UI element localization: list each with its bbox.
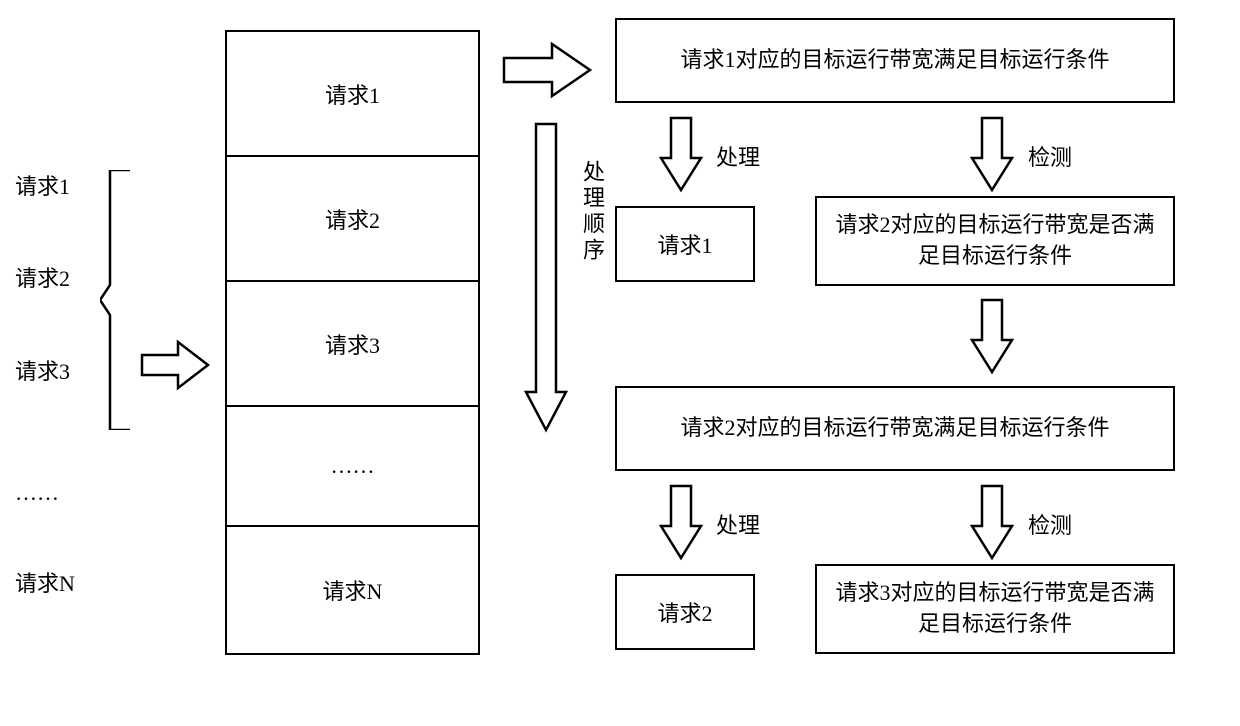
process-1-box: 请求1 — [615, 206, 755, 282]
arrow-into-queue-icon — [138, 338, 214, 392]
detect-2-box-text: 请求3对应的目标运行带宽是否满足目标运行条件 — [827, 578, 1163, 640]
flow-box-2: 请求2对应的目标运行带宽满足目标运行条件 — [615, 386, 1175, 471]
detect-1-box: 请求2对应的目标运行带宽是否满足目标运行条件 — [815, 196, 1175, 286]
left-label-r2: 请求2 — [15, 261, 70, 293]
detect-1-box-text: 请求2对应的目标运行带宽是否满足目标运行条件 — [827, 210, 1163, 272]
detect-2-label: 检测 — [1028, 508, 1072, 540]
arrow-order-icon — [522, 120, 570, 435]
left-label-r3: 请求3 — [15, 354, 70, 386]
queue-cell-1: 请求1 — [225, 30, 480, 155]
queue-cell-5: 请求N — [225, 525, 480, 655]
bracket-icon — [100, 170, 140, 430]
queue-cell-1-label: 请求1 — [325, 78, 380, 110]
left-label-rn: 请求N — [15, 566, 75, 598]
queue-cell-4: …… — [225, 405, 480, 525]
queue-cell-3-label: 请求3 — [325, 328, 380, 360]
flow-box-2-text: 请求2对应的目标运行带宽满足目标运行条件 — [680, 413, 1109, 444]
flow-box-1-text: 请求1对应的目标运行带宽满足目标运行条件 — [680, 45, 1109, 76]
arrow-process-1-icon — [657, 114, 705, 194]
queue-cell-4-label: …… — [331, 453, 375, 479]
arrow-process-2-icon — [657, 482, 705, 562]
left-label-r1: 请求1 — [15, 169, 70, 201]
order-label: 处理顺序 — [576, 160, 608, 264]
process-2-label: 处理 — [716, 508, 760, 540]
queue-cell-2: 请求2 — [225, 155, 480, 280]
process-2-box-text: 请求2 — [657, 596, 712, 628]
arrow-mid-icon — [968, 296, 1016, 376]
process-2-box: 请求2 — [615, 574, 755, 650]
left-label-dots: …… — [15, 480, 59, 506]
arrow-detect-1-icon — [968, 114, 1016, 194]
queue-cell-5-label: 请求N — [323, 574, 383, 606]
queue-cell-2-label: 请求2 — [325, 203, 380, 235]
flow-box-1: 请求1对应的目标运行带宽满足目标运行条件 — [615, 18, 1175, 103]
detect-1-label: 检测 — [1028, 140, 1072, 172]
process-1-box-text: 请求1 — [657, 228, 712, 260]
detect-2-box: 请求3对应的目标运行带宽是否满足目标运行条件 — [815, 564, 1175, 654]
queue-cell-3: 请求3 — [225, 280, 480, 405]
arrow-queue-to-flow-icon — [500, 40, 596, 100]
process-1-label: 处理 — [716, 140, 760, 172]
arrow-detect-2-icon — [968, 482, 1016, 562]
